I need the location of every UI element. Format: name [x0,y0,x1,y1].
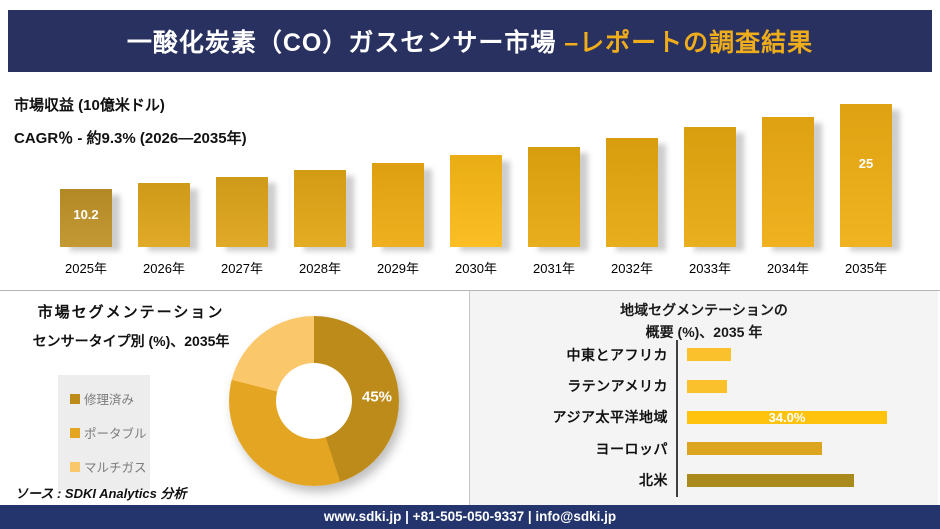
region-bar-アジア太平洋地域: 34.0% [687,409,887,425]
region-chart-title: 地域セグメンテーションの 概要 (%)、2035 年 [470,291,938,343]
region-bar-ヨーロッパ [687,442,822,456]
region-bar-北米 [687,473,854,487]
region-bar-中東とアフリカ [687,348,731,362]
segmentation-title: 市場セグメンテーション センサータイプ別 (%)、2035年 [6,301,256,351]
region-label: 北米 [639,472,668,489]
revenue-x-tick: 2030年 [455,261,497,276]
region-label: ラテンアメリカ [567,378,668,395]
revenue-bar-2027年 [216,177,268,247]
revenue-bar-slot: 2031年 [515,104,593,276]
revenue-bar-slot: 2030年 [437,104,515,276]
revenue-x-tick: 2029年 [377,261,419,276]
segmentation-panel: 市場セグメンテーション センサータイプ別 (%)、2035年 修理済み ポータブ… [0,291,469,505]
segmentation-title-line1: 市場セグメンテーション [37,304,225,321]
revenue-x-tick: 2034年 [767,261,809,276]
page-title-main: 一酸化炭素（CO）ガスセンサー市場 [126,29,565,57]
revenue-bar-2034年 [762,117,814,247]
revenue-bar-slot: 10.2 2025年 [47,104,125,276]
legend-label: ポータブル [84,427,147,441]
region-bar-chart: 中東とアフリカ ラテンアメリカアジア太平洋地域 34.0% ヨーロッパ北米 [470,339,938,496]
revenue-bar-slot: 2034年 [749,104,827,276]
region-row: ヨーロッパ [470,433,938,464]
donut-legend: 修理済み ポータブル マルチガス [58,375,150,490]
revenue-bar-slot: 25 2035年 [827,104,905,276]
revenue-x-tick: 2032年 [611,261,653,276]
region-label: アジア太平洋地域 [552,409,668,426]
header-bar: 一酸化炭素（CO）ガスセンサー市場 –レポートの調査結果 [8,10,932,72]
revenue-bar-slot: 2029年 [359,104,437,276]
revenue-bar-2031年 [528,147,580,247]
legend-swatch-multigas [70,461,80,472]
source-attribution: ソース : SDKI Analytics 分析 [15,486,187,501]
region-chart-axis [676,340,678,497]
legend-label: マルチガス [84,461,147,475]
revenue-x-tick: 2026年 [143,261,185,276]
revenue-bar-2028年 [294,170,346,247]
revenue-x-tick: 2033年 [689,261,731,276]
segmentation-title-line2: センサータイプ別 (%)、2035年 [32,333,230,349]
region-title-line1: 地域セグメンテーションの [620,302,788,318]
horizontal-divider [0,290,940,291]
region-row: アジア太平洋地域 34.0% [470,402,938,433]
revenue-bar-slot: 2028年 [281,104,359,276]
donut-segment-label: 45% [361,388,393,406]
region-panel: 地域セグメンテーションの 概要 (%)、2035 年 中東とアフリカ ラテンアメリ… [470,291,938,505]
revenue-bar-slot: 2027年 [203,104,281,276]
revenue-x-tick: 2027年 [221,261,263,276]
region-row: 中東とアフリカ [470,339,938,370]
vertical-divider [469,291,470,505]
legend-item-portable: ポータブル [70,423,147,442]
donut-chart [229,316,399,486]
revenue-bar-2025年: 10.2 [60,189,112,247]
revenue-x-tick: 2035年 [845,261,887,276]
revenue-x-tick: 2031年 [533,261,575,276]
revenue-bar-2029年 [372,163,424,247]
revenue-x-tick: 2028年 [299,261,341,276]
revenue-bar-slot: 2033年 [671,104,749,276]
revenue-bar-value: 25 [858,156,874,171]
region-bar-value: 34.0% [768,409,806,425]
region-bar-ラテンアメリカ [687,379,727,393]
legend-item-multigas: マルチガス [70,457,147,476]
region-title-line2: 概要 (%)、2035 年 [645,324,763,340]
revenue-chart-title: 市場収益 (10億米ドル) [14,97,165,114]
revenue-bar-chart: 10.2 2025年 2026年 2027年 2028年 2029年 2030年 2031年 2… [47,104,905,279]
region-row: 北米 [470,465,938,496]
region-label: 中東とアフリカ [566,346,668,363]
revenue-bar-value: 10.2 [73,207,99,222]
legend-swatch-portable [70,427,80,438]
revenue-x-tick: 2025年 [65,261,107,276]
legend-item-repaired: 修理済み [70,389,138,408]
revenue-cagr-label: CAGR％ - 約9.3% (2026―2035年) [14,130,247,147]
region-label: ヨーロッパ [595,440,668,457]
revenue-bar-2033年 [684,127,736,247]
page-title-accent: –レポートの調査結果 [564,29,814,57]
region-row: ラテンアメリカ [470,370,938,401]
revenue-bar-2030年 [450,155,502,247]
legend-swatch-repaired [70,393,80,404]
legend-label: 修理済み [84,393,135,407]
revenue-bar-2026年 [138,183,190,247]
revenue-bar-slot: 2026年 [125,104,203,276]
revenue-bar-slot: 2032年 [593,104,671,276]
footer-contact-bar: www.sdki.jp | +81-505-050-9337 | info@sd… [0,505,940,529]
revenue-bar-2032年 [606,138,658,247]
revenue-bar-2035年: 25 [840,104,892,247]
